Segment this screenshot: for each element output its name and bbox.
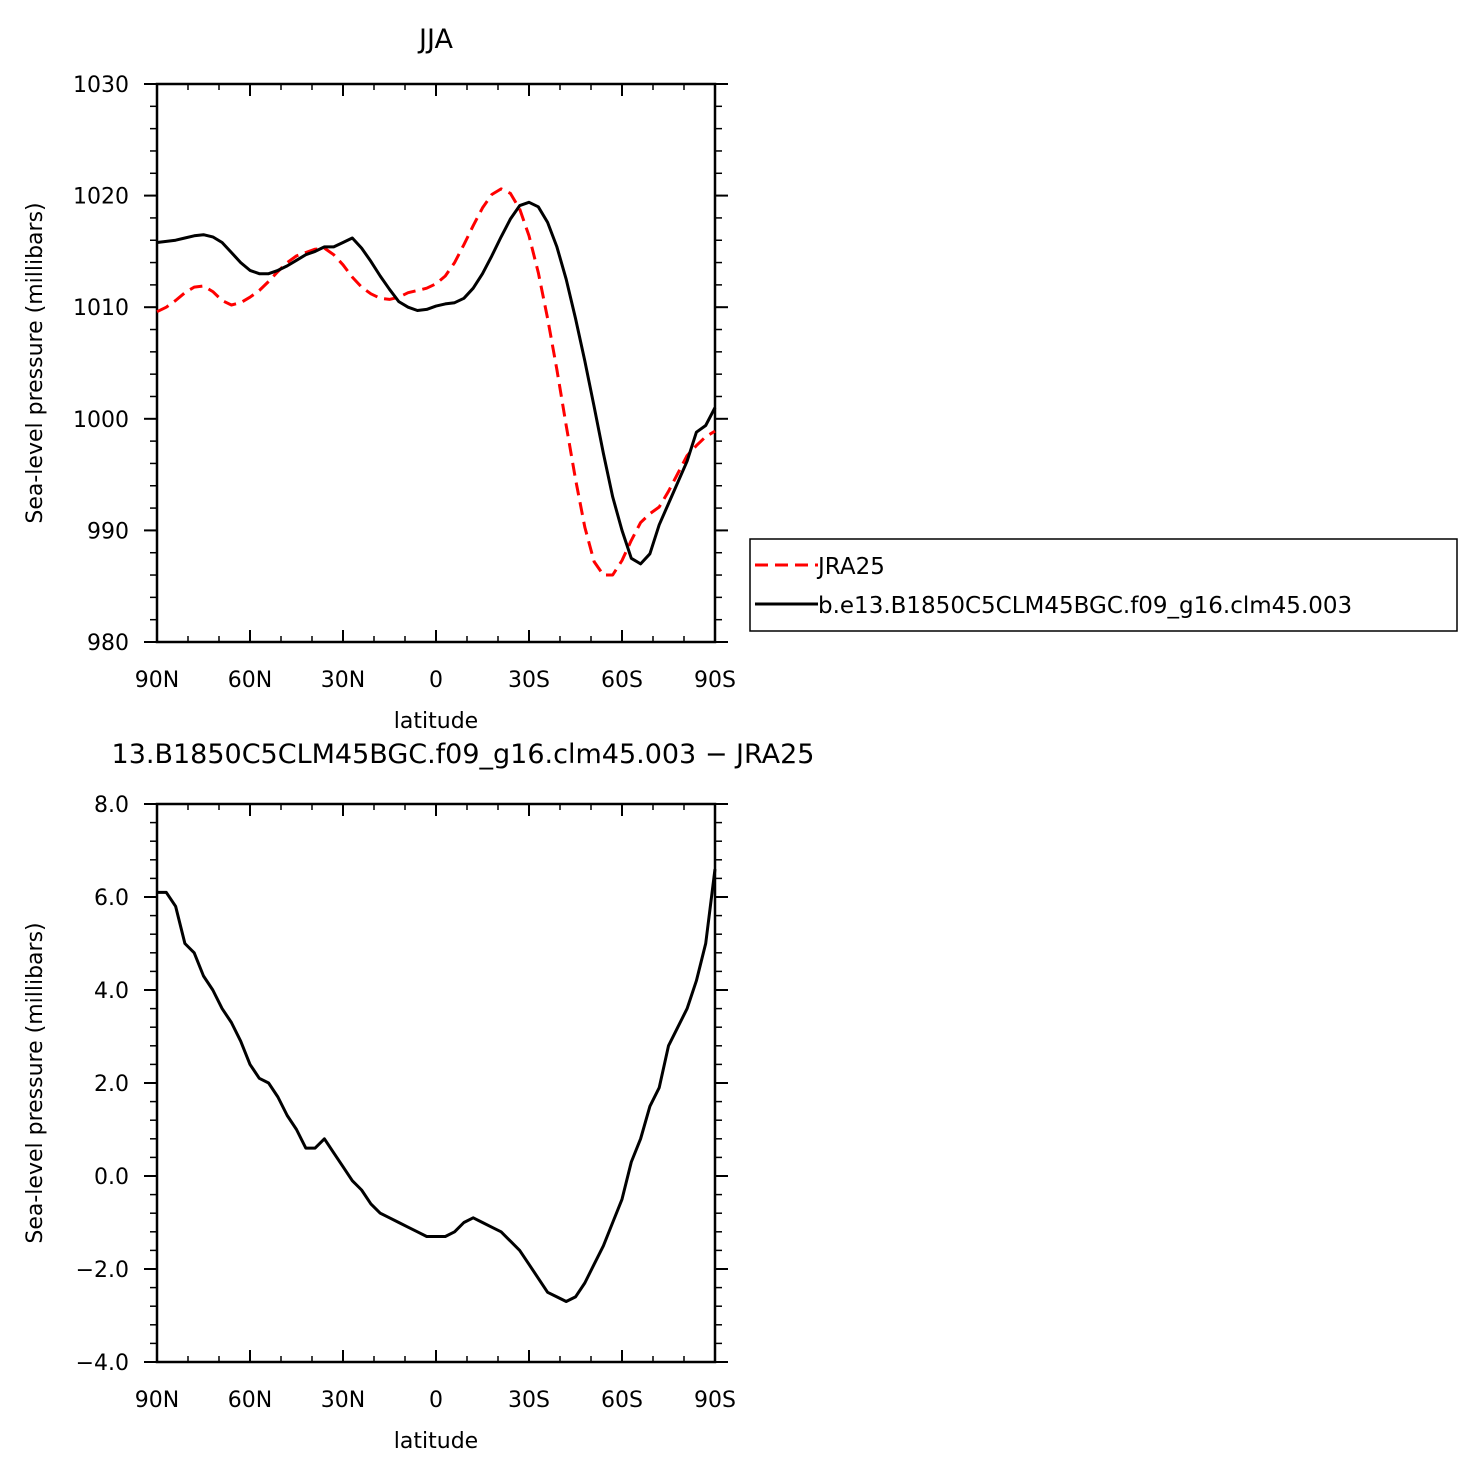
x-tick-label: 30S — [508, 1388, 550, 1413]
chart-title: 13.B1850C5CLM45BGC.f09_g16.clm45.003 − J… — [112, 739, 815, 770]
legend-label: b.e13.B1850C5CLM45BGC.f09_g16.clm45.003 — [818, 593, 1352, 619]
x-axis-label: latitude — [394, 709, 478, 734]
y-tick-label: 1000 — [73, 408, 129, 433]
y-tick-label: 1030 — [73, 73, 129, 98]
y-tick-label: 2.0 — [94, 1072, 129, 1097]
x-tick-label: 60S — [601, 668, 643, 693]
legend-box — [749, 538, 1458, 632]
chart-top-panel: JJA 90N 60N 30N 0 30S 60S 90S 980 990 1000 1010 1020… — [23, 24, 1458, 734]
x-tick-label: 0 — [429, 668, 443, 693]
x-tick-label: 0 — [429, 1388, 443, 1413]
y-tick-label: 990 — [87, 519, 129, 544]
y-tick-label: 980 — [87, 631, 129, 656]
x-tick-label: 30N — [321, 668, 365, 693]
y-tick-label: −2.0 — [76, 1258, 129, 1283]
series-line-b-e13-b1850c5clm45bgc-f09-g16-clm45-003 — [156, 200, 717, 566]
plot-frame — [155, 802, 717, 1364]
series-line-0 — [157, 868, 717, 1303]
y-axis-label: Sea-level pressure (millibars) — [23, 202, 48, 523]
y-tick-label: 1010 — [73, 296, 129, 321]
legend-label: JRA25 — [816, 554, 885, 580]
x-tick-label: 90N — [135, 668, 179, 693]
y-axis-label: Sea-level pressure (millibars) — [23, 922, 48, 1243]
x-tick-label: 30S — [508, 668, 550, 693]
x-tick-label: 60N — [228, 668, 272, 693]
y-tick-label: 0.0 — [94, 1165, 129, 1190]
x-tick-label: 90S — [694, 668, 736, 693]
x-axis-label: latitude — [394, 1429, 478, 1454]
y-tick-label: 8.0 — [94, 793, 129, 818]
chart-bottom-panel: 13.B1850C5CLM45BGC.f09_g16.clm45.003 − J… — [23, 739, 814, 1454]
y-tick-label: 1020 — [73, 185, 129, 210]
chart-title: JJA — [417, 24, 453, 55]
y-tick-label: 6.0 — [94, 886, 129, 911]
series-line-jra25 — [156, 187, 716, 577]
legend: JRA25 b.e13.B1850C5CLM45BGC.f09_g16.clm45… — [749, 538, 1458, 632]
y-tick-label: 4.0 — [94, 979, 129, 1004]
x-tick-label: 60N — [228, 1388, 272, 1413]
x-tick-label: 90S — [694, 1388, 736, 1413]
x-tick-label: 60S — [601, 1388, 643, 1413]
x-tick-label: 90N — [135, 1388, 179, 1413]
y-tick-label: −4.0 — [76, 1351, 129, 1376]
x-tick-label: 30N — [321, 1388, 365, 1413]
